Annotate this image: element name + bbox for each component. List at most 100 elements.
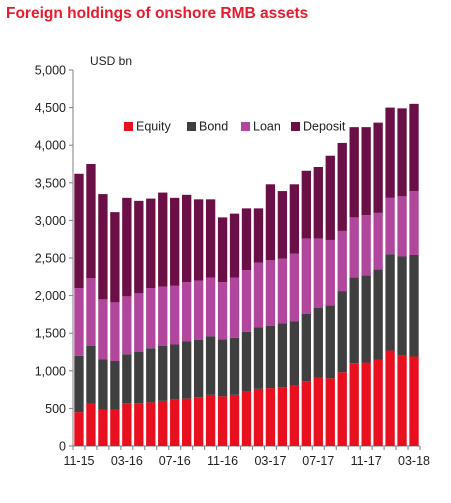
legend: Equity Bond Loan Deposit: [124, 120, 346, 134]
bar-segment-bond: [361, 275, 371, 363]
y-tick-label: 4,000: [35, 139, 66, 153]
x-tick-label: 03-17: [254, 454, 286, 468]
series-deposit: [74, 103, 419, 303]
bar-segment-deposit: [229, 213, 240, 278]
bar-segment-deposit: [98, 194, 108, 300]
legend-item-deposit: Deposit: [291, 120, 346, 134]
bar-segment-loan: [241, 270, 252, 332]
series-loan: [74, 191, 419, 362]
bar-segment-loan: [122, 296, 132, 355]
y-tick-label: 5,000: [35, 64, 66, 78]
y-tick-label: 2,000: [35, 289, 66, 303]
bar-segment-loan: [361, 215, 371, 276]
bar-segment-bond: [289, 321, 300, 386]
bar-segment-loan: [253, 262, 264, 328]
bar-segment-loan: [182, 282, 192, 342]
bar-segment-deposit: [349, 127, 359, 218]
x-tick-label: 07-16: [159, 454, 191, 468]
bar-segment-deposit: [325, 155, 335, 240]
series-equity: [74, 350, 419, 446]
bar-segment-deposit: [86, 164, 96, 279]
bar-segment-bond: [146, 348, 156, 403]
y-tick-label: 1,500: [35, 327, 66, 341]
legend-swatch: [187, 122, 196, 131]
bar-segment-bond: [205, 336, 216, 395]
legend-item-loan: Loan: [241, 120, 281, 134]
bar-segment-equity: [170, 399, 180, 446]
bar-segment-deposit: [110, 212, 120, 303]
bar-segment-loan: [277, 258, 288, 324]
bar-segment-equity: [349, 363, 359, 446]
bar-segment-bond: [110, 361, 120, 410]
bar-segment-bond: [313, 307, 323, 378]
bar-segment-bond: [229, 337, 240, 395]
bar-segment-equity: [289, 385, 300, 446]
legend-swatch: [124, 122, 133, 131]
bar-segment-loan: [349, 217, 359, 278]
bar-segment-deposit: [289, 184, 300, 254]
bar-segment-equity: [313, 377, 323, 446]
axes: 0 500 1,000 1,500 2,000 2,500 3,000 3,500 4,000 4…: [35, 64, 430, 469]
bar-segment-bond: [337, 291, 347, 373]
bar-segment-loan: [134, 293, 144, 352]
bar-segment-bond: [98, 359, 108, 410]
bar-segment-deposit: [158, 192, 168, 287]
bar-segment-deposit: [74, 173, 84, 289]
bar-segment-bond: [409, 254, 419, 357]
legend-label: Bond: [199, 120, 228, 134]
bar-segment-deposit: [134, 200, 144, 294]
bar-segment-deposit: [146, 198, 156, 289]
bar-segment-equity: [134, 403, 144, 446]
bar-segment-equity: [229, 394, 240, 446]
bar-segment-equity: [205, 394, 216, 446]
bar-segment-deposit: [277, 191, 288, 259]
bar-segment-loan: [217, 282, 228, 340]
bar-segment-loan: [397, 196, 407, 257]
legend-swatch: [241, 122, 250, 131]
bar-segment-bond: [122, 354, 132, 404]
bar-segment-equity: [337, 372, 347, 446]
bar-segment-deposit: [241, 208, 252, 271]
bar-segment-equity: [158, 400, 168, 446]
bar-segment-equity: [146, 402, 156, 446]
x-tick-label: 11-17: [351, 454, 382, 468]
bar-segment-equity: [217, 396, 228, 446]
bar-segment-loan: [193, 280, 204, 340]
bar-segment-loan: [110, 302, 120, 362]
bar-segment-equity: [193, 397, 204, 446]
bar-segment-equity: [182, 398, 192, 446]
x-tick-label: 11-16: [207, 454, 238, 468]
bar-segment-bond: [217, 339, 228, 397]
bar-segment-equity: [241, 391, 252, 446]
bar-segment-bond: [265, 325, 276, 389]
bar-segment-equity: [122, 403, 132, 446]
bar-segment-bond: [373, 269, 383, 360]
bar-segment-bond: [385, 254, 395, 351]
bar-segment-bond: [158, 345, 168, 401]
bar-series-group: [74, 103, 419, 446]
bar-segment-loan: [373, 212, 383, 270]
bar-segment-deposit: [193, 199, 204, 281]
y-tick-label: 3,000: [35, 214, 66, 228]
bar-segment-deposit: [122, 197, 132, 297]
y-tick-label: 3,500: [35, 176, 66, 190]
y-tick-label: 4,500: [35, 101, 66, 115]
bar-segment-loan: [265, 260, 276, 326]
bar-segment-loan: [170, 285, 180, 345]
bar-segment-bond: [193, 339, 204, 398]
bar-segment-equity: [253, 388, 264, 446]
bar-segment-loan: [301, 238, 311, 314]
bar-segment-loan: [289, 253, 300, 322]
bar-segment-bond: [277, 323, 288, 388]
bar-segment-bond: [86, 345, 96, 404]
bar-segment-deposit: [205, 199, 216, 278]
bar-segment-deposit: [265, 184, 276, 261]
bar-segment-bond: [182, 341, 192, 399]
legend-label: Deposit: [303, 120, 346, 134]
bar-segment-loan: [205, 277, 216, 337]
bar-segment-equity: [110, 409, 120, 446]
bar-segment-equity: [373, 359, 383, 446]
chart-title: Foreign holdings of onshore RMB assets: [6, 5, 309, 22]
legend-swatch: [291, 122, 300, 131]
bar-segment-deposit: [409, 103, 419, 192]
